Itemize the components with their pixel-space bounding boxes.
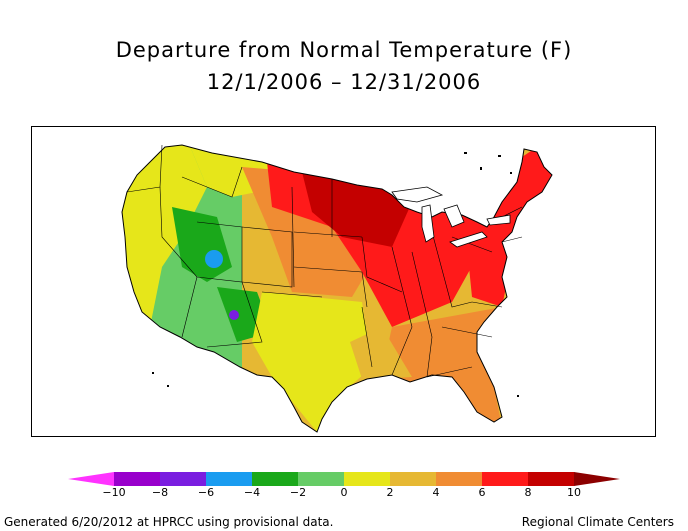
lake-ontario bbox=[486, 214, 511, 226]
legend-tick-label: −2 bbox=[289, 486, 307, 499]
great-lakes bbox=[391, 186, 511, 248]
legend-tick-label: 0 bbox=[340, 486, 348, 499]
legend-tick-label: 8 bbox=[524, 486, 532, 499]
legend-bin bbox=[114, 472, 161, 486]
legend-bin bbox=[160, 472, 207, 486]
legend-tick-label: −6 bbox=[197, 486, 215, 499]
legend-bin bbox=[482, 472, 529, 486]
footer-credit: Regional Climate Centers bbox=[521, 515, 674, 529]
legend-color-bar bbox=[68, 472, 620, 486]
region-colorado-cold-spot bbox=[205, 250, 223, 268]
legend-bin bbox=[344, 472, 391, 486]
legend-low-arrow bbox=[68, 472, 114, 486]
legend-bin bbox=[252, 472, 299, 486]
us-temperature-map bbox=[121, 144, 553, 433]
legend-bin bbox=[528, 472, 575, 486]
region-southeast bbox=[382, 307, 502, 427]
coastline-islands bbox=[152, 152, 519, 397]
legend-bin bbox=[390, 472, 437, 486]
lake-erie bbox=[449, 231, 488, 248]
legend-tick-label: 2 bbox=[386, 486, 394, 499]
legend-tick-label: −4 bbox=[243, 486, 261, 499]
footer-generated-note: Generated 6/20/2012 at HPRCC using provi… bbox=[4, 515, 334, 529]
legend-tick-label: 10 bbox=[567, 486, 581, 499]
region-lower-mississippi bbox=[350, 327, 412, 379]
legend-bin bbox=[206, 472, 253, 486]
legend-tick-label: 4 bbox=[432, 486, 440, 499]
map-panel bbox=[31, 126, 656, 437]
legend-bin bbox=[298, 472, 345, 486]
us-outline bbox=[121, 144, 553, 433]
region-texas bbox=[252, 292, 372, 432]
region-new-mexico-cold-spot bbox=[229, 310, 239, 320]
legend-high-arrow bbox=[574, 472, 620, 486]
region-northeast bbox=[462, 147, 552, 307]
map-date-range: 12/1/2006 – 12/31/2006 bbox=[206, 70, 482, 94]
lake-huron bbox=[443, 204, 465, 228]
lake-michigan bbox=[421, 204, 435, 243]
legend-tick-label: 6 bbox=[478, 486, 486, 499]
legend-tick-label: −10 bbox=[102, 486, 126, 499]
legend-tick-label: −8 bbox=[151, 486, 169, 499]
lake-superior bbox=[391, 186, 444, 203]
legend-bin bbox=[436, 472, 483, 486]
map-title: Departure from Normal Temperature (F) bbox=[115, 38, 573, 62]
color-legend bbox=[0, 465, 688, 505]
